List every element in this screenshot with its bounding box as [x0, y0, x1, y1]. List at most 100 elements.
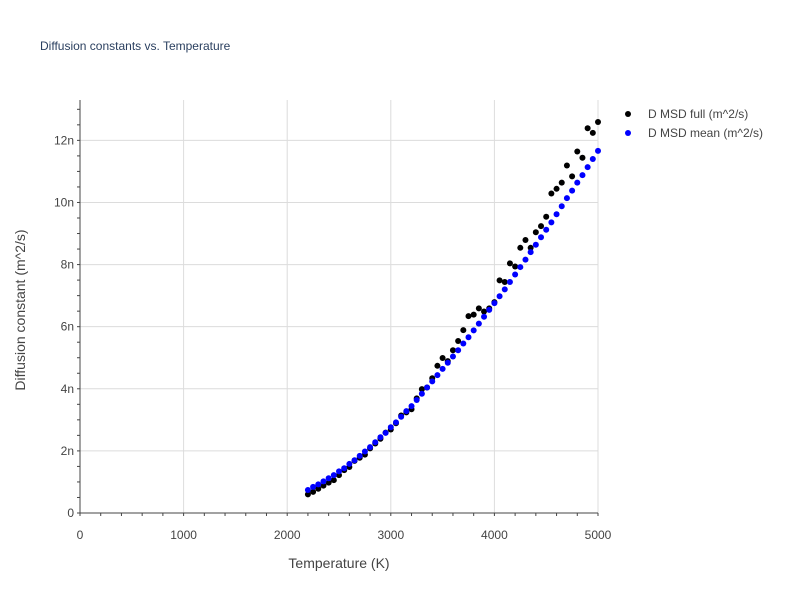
legend-label[interactable]: D MSD mean (m^2/s): [648, 126, 763, 140]
legend-marker[interactable]: [625, 130, 631, 136]
data-point: [465, 313, 472, 320]
data-point: [434, 372, 441, 379]
data-point: [444, 359, 451, 366]
y-tick-label: 10n: [54, 195, 74, 209]
data-point: [595, 119, 601, 126]
data-point: [470, 327, 477, 334]
data-point: [579, 154, 586, 161]
data-point: [424, 384, 431, 391]
data-point: [434, 362, 441, 369]
data-point: [418, 386, 425, 393]
x-tick-label: 3000: [377, 528, 404, 542]
x-tick-label: 2000: [274, 528, 301, 542]
data-point: [563, 195, 570, 202]
data-point: [330, 477, 337, 484]
data-point: [341, 465, 348, 472]
data-point: [532, 229, 539, 236]
data-point: [372, 439, 379, 446]
chart-title: Diffusion constants vs. Temperature: [40, 39, 231, 53]
data-point: [584, 125, 591, 132]
data-point: [418, 390, 425, 397]
data-point: [449, 353, 456, 360]
data-point: [527, 244, 534, 251]
data-point: [538, 223, 545, 230]
data-point: [579, 172, 586, 179]
data-point: [310, 488, 317, 495]
data-point: [325, 479, 332, 486]
data-point: [392, 419, 399, 426]
x-tick-label: 5000: [585, 528, 612, 542]
data-point: [553, 185, 560, 192]
axes-layer: 0 1000 2000 3000 4000 5000 0 2n 4n 6n 8n 10n 12n: [54, 100, 612, 542]
data-point: [387, 424, 394, 431]
data-point: [517, 244, 524, 251]
data-point: [460, 327, 467, 334]
data-point: [310, 483, 317, 490]
data-point: [304, 487, 311, 494]
y-tick-label: 4n: [61, 382, 74, 396]
data-point: [351, 457, 358, 464]
data-point: [589, 156, 596, 162]
data-point: [408, 403, 415, 410]
data-point: [543, 226, 550, 233]
data-point: [465, 334, 472, 341]
data-point: [325, 475, 332, 482]
data-point: [574, 148, 581, 155]
data-point: [496, 293, 503, 300]
data-point: [455, 347, 462, 354]
data-point: [512, 271, 519, 278]
data-point: [569, 187, 576, 194]
data-point: [553, 211, 560, 218]
x-tick-label: 0: [77, 528, 84, 542]
data-point: [491, 300, 498, 307]
data-point: [522, 237, 529, 244]
data-point: [481, 308, 488, 315]
data-point: [315, 481, 322, 488]
legend-marker[interactable]: [625, 111, 631, 117]
data-point: [548, 219, 555, 226]
x-tick-label: 4000: [481, 528, 508, 542]
data-point: [336, 468, 342, 475]
data-point: [330, 472, 337, 479]
legend-label[interactable]: D MSD full (m^2/s): [648, 107, 748, 121]
data-point: [501, 278, 508, 285]
y-tick-label: 12n: [54, 133, 74, 147]
data-point: [558, 179, 565, 186]
data-point: [506, 278, 513, 285]
data-point: [486, 306, 493, 313]
y-tick-label: 2n: [61, 444, 74, 458]
data-point: [398, 413, 405, 420]
data-point: [543, 213, 550, 220]
data-point: [496, 277, 503, 284]
data-point: [595, 147, 601, 154]
data-point: [481, 313, 488, 320]
data-point: [475, 305, 482, 312]
x-tick-label: 1000: [170, 528, 197, 542]
y-axis-title: Diffusion constant (m^2/s): [12, 229, 28, 390]
data-point: [548, 190, 555, 197]
data-point: [403, 408, 410, 415]
data-point: [356, 452, 363, 459]
data-point: [558, 203, 565, 210]
x-axis-title: Temperature (K): [288, 555, 389, 571]
data-point: [320, 478, 327, 485]
data-point: [382, 429, 389, 436]
grid-layer: [80, 100, 599, 513]
data-point: [304, 491, 311, 498]
data-point: [377, 434, 384, 441]
data-point: [449, 347, 456, 354]
data-point: [320, 482, 327, 489]
data-point: [470, 311, 477, 318]
data-point: [538, 234, 545, 241]
data-point: [475, 320, 482, 327]
data-point: [532, 241, 539, 248]
legend[interactable]: D MSD full (m^2/s) D MSD mean (m^2/s): [625, 107, 763, 140]
data-point: [439, 365, 446, 372]
y-tick-label: 8n: [61, 258, 74, 272]
data-point: [429, 378, 436, 385]
data-point: [522, 256, 529, 263]
data-point: [460, 340, 467, 347]
y-tick-label: 6n: [61, 320, 74, 334]
data-point: [506, 260, 513, 267]
